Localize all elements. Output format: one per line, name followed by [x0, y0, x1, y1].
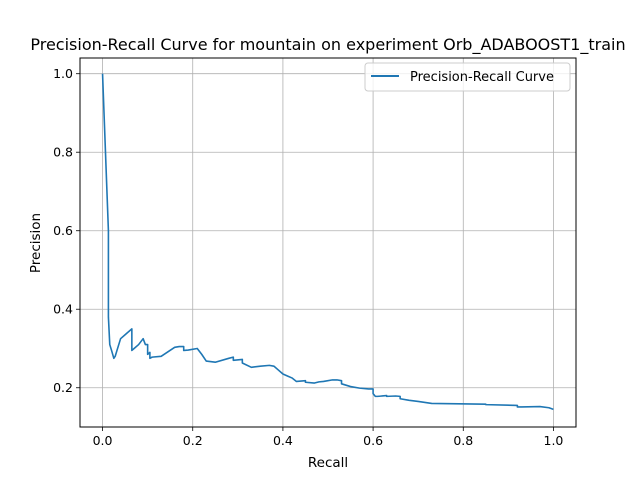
y-tick-label: 0.8	[53, 145, 73, 160]
y-tick-label: 0.4	[53, 302, 73, 317]
x-tick-label: 0.2	[183, 433, 203, 448]
y-tick-label: 1.0	[53, 66, 73, 81]
x-tick-label: 1.0	[544, 433, 564, 448]
x-tick-label: 0.8	[453, 433, 473, 448]
y-tick-label: 0.2	[53, 380, 73, 395]
pr-curve-line	[101, 73, 554, 411]
x-axis-label: Recall	[308, 455, 348, 471]
legend: Precision-Recall Curve	[364, 62, 571, 92]
legend-box	[364, 62, 571, 92]
chart-title: Precision-Recall Curve for mountain on e…	[30, 35, 625, 55]
x-tick-label: 0.6	[363, 433, 383, 448]
plot-frame	[79, 57, 577, 428]
y-axis-label: Precision	[28, 213, 44, 273]
legend-label: Precision-Recall Curve	[410, 70, 554, 85]
x-tick-label: 0.0	[93, 433, 113, 448]
y-tick-label: 0.6	[53, 223, 73, 238]
plot-lines	[101, 73, 554, 411]
ticks: 0.0 0.2 0.4 0.6 0.8 1.0 0.2 0.4 0.6 0.8 1.0	[53, 66, 563, 448]
x-tick-label: 0.4	[273, 433, 293, 448]
